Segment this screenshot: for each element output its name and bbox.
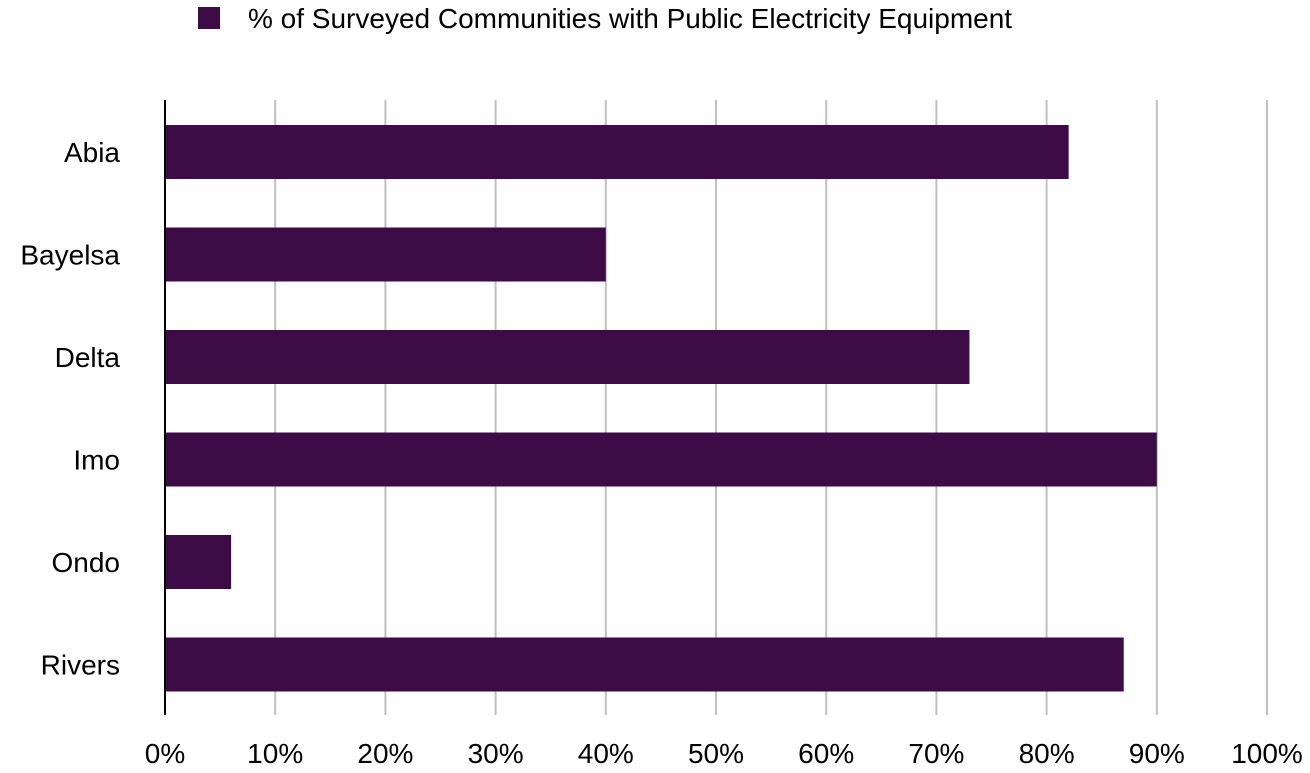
- category-label: Ondo: [52, 547, 121, 578]
- bar-bayelsa: [165, 227, 606, 282]
- category-labels: Abia Bayelsa Delta Imo Ondo Rivers: [20, 137, 120, 681]
- x-tick-label: 40%: [578, 738, 634, 769]
- bar-imo: [165, 432, 1157, 487]
- bar-ondo: [165, 535, 232, 589]
- legend: % of Surveyed Communities with Public El…: [198, 3, 1012, 34]
- category-label: Rivers: [41, 650, 120, 681]
- legend-swatch: [198, 7, 220, 29]
- category-label: Delta: [55, 342, 121, 373]
- category-label: Abia: [64, 137, 120, 168]
- bars: [165, 125, 1157, 692]
- bar-delta: [165, 330, 970, 384]
- x-tick-label: 100%: [1231, 738, 1303, 769]
- x-tick-label: 10%: [247, 738, 303, 769]
- x-tick-label: 0%: [145, 738, 185, 769]
- category-label: Bayelsa: [20, 240, 120, 271]
- category-label: Imo: [73, 445, 120, 476]
- x-tick-label: 50%: [688, 738, 744, 769]
- x-tick-label: 60%: [798, 738, 854, 769]
- legend-label: % of Surveyed Communities with Public El…: [248, 3, 1012, 34]
- gridlines: [274, 100, 1268, 715]
- x-tick-labels: 0% 10% 20% 30% 40% 50% 60% 70% 80% 90% 100%: [145, 738, 1303, 769]
- x-tick-label: 70%: [908, 738, 964, 769]
- x-tick-label: 30%: [468, 738, 524, 769]
- bar-abia: [165, 125, 1069, 179]
- x-tick-label: 90%: [1129, 738, 1185, 769]
- bar-rivers: [165, 637, 1124, 692]
- x-tick-label: 20%: [357, 738, 413, 769]
- x-tick-label: 80%: [1019, 738, 1075, 769]
